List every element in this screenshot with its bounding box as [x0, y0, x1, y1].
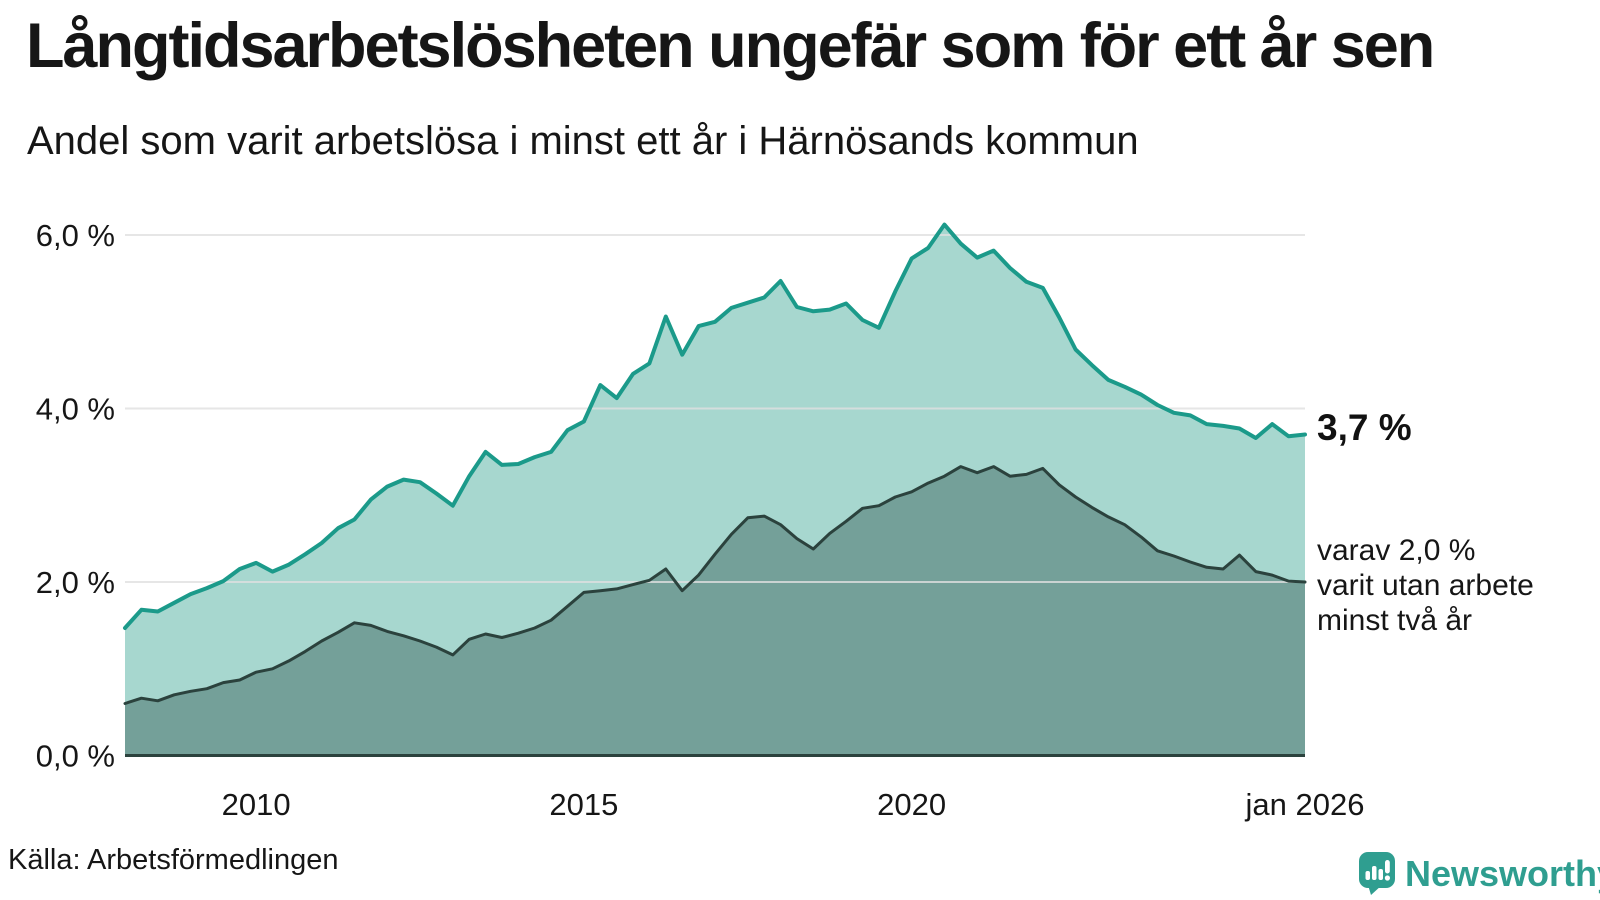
y-tick-label: 2,0 %	[36, 565, 115, 600]
x-tick-label: jan 2026	[1245, 787, 1365, 822]
gridlines	[125, 234, 1305, 583]
secondary-value-line: varav 2,0 %	[1317, 534, 1476, 567]
source-note: Källa: Arbetsförmedlingen	[8, 844, 339, 876]
x-tick-label: 2015	[549, 787, 618, 822]
x-tick-label: 2020	[877, 787, 946, 822]
series-area-1	[125, 466, 1305, 756]
newsworthy-logo-icon	[1359, 852, 1395, 895]
series-line-0	[123, 222, 1307, 630]
secondary-value-line: varit utan arbete	[1317, 569, 1534, 602]
series-areas	[125, 224, 1305, 756]
latest-value-label: 3,7 %	[1317, 407, 1412, 448]
newsworthy-logo: Newsworthy	[1358, 851, 1600, 897]
chart-subtitle: Andel som varit arbetslösa i minst ett å…	[27, 119, 1139, 163]
series-lines	[123, 222, 1307, 705]
secondary-value-label: varav 2,0 % varit utan arbete minst två …	[1317, 533, 1534, 638]
y-tick-label: 0,0 %	[36, 739, 115, 774]
x-axis-labels: 2010 2015 2020 jan 2026	[222, 787, 1365, 822]
chart-title: Långtidsarbetslösheten ungefär som för e…	[26, 11, 1435, 81]
y-tick-label: 6,0 %	[36, 218, 115, 253]
y-tick-label: 4,0 %	[36, 392, 115, 427]
y-axis-labels: 6,0 % 4,0 % 2,0 % 0,0 %	[36, 218, 115, 774]
newsworthy-logo-text: Newsworthy	[1405, 853, 1600, 894]
series-line-1	[123, 465, 1307, 705]
x-tick-label: 2010	[222, 787, 291, 822]
secondary-value-line: minst två år	[1317, 604, 1473, 637]
